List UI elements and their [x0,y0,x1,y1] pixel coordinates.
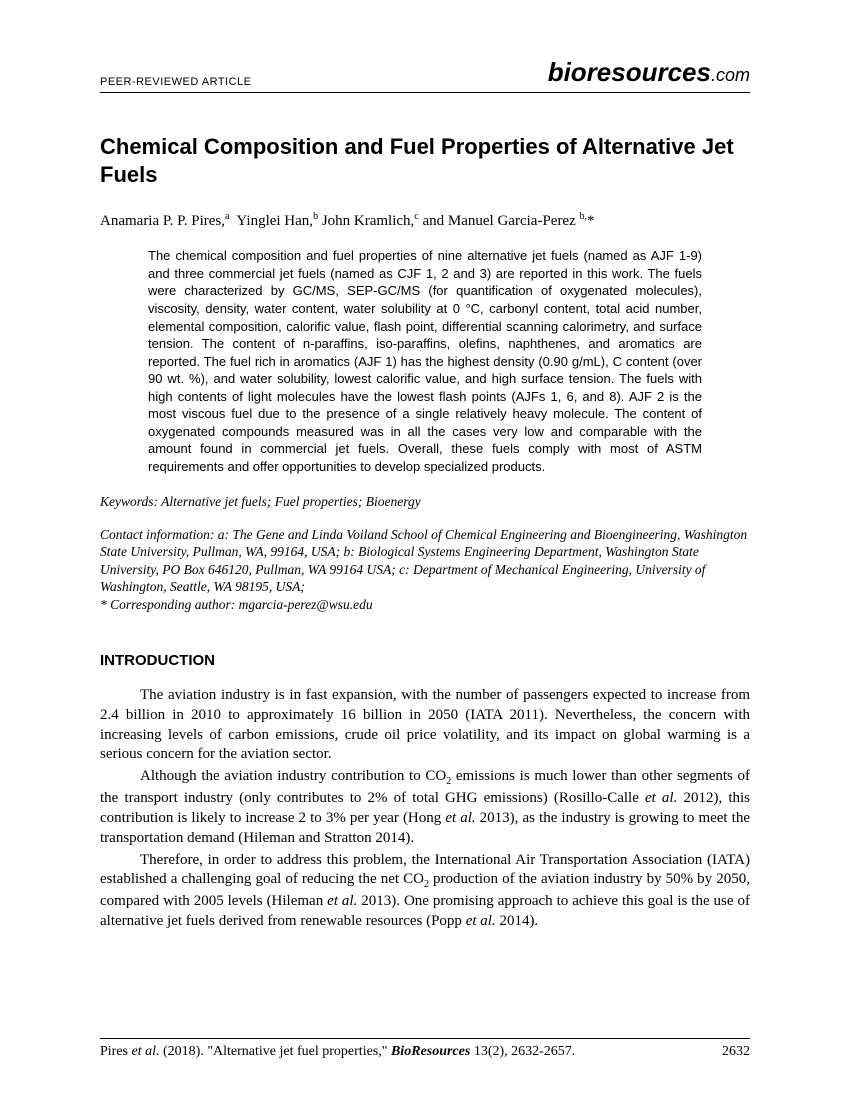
article-title: Chemical Composition and Fuel Properties… [100,133,750,188]
page-number: 2632 [722,1043,750,1062]
author-list: Anamaria P. P. Pires,a Yinglei Han,b Joh… [100,210,750,231]
journal-brand: bioresources.com [548,55,750,90]
paragraph-3: Therefore, in order to address this prob… [100,851,750,932]
contact-label: Contact information: [100,527,214,542]
paragraph-2: Although the aviation industry contribut… [100,767,750,848]
keywords-label: Keywords: [100,494,158,509]
keywords-text: Alternative jet fuels; Fuel properties; … [161,494,421,509]
section-heading: INTRODUCTION [100,651,750,671]
keywords: Keywords: Alternative jet fuels; Fuel pr… [100,493,750,511]
header-bar: PEER-REVIEWED ARTICLE bioresources.com [100,55,750,93]
abstract: The chemical composition and fuel proper… [148,247,702,475]
contact-info: Contact information: a: The Gene and Lin… [100,526,750,614]
body-text: The aviation industry is in fast expansi… [100,686,750,932]
article-type-label: PEER-REVIEWED ARTICLE [100,75,252,90]
paragraph-1: The aviation industry is in fast expansi… [100,686,750,766]
brand-name: bioresources [548,57,711,87]
corresponding-author: * Corresponding author: mgarcia-perez@ws… [100,597,373,612]
footer-citation: Pires et al. (2018). "Alternative jet fu… [100,1043,575,1062]
page-footer: Pires et al. (2018). "Alternative jet fu… [100,1038,750,1062]
brand-domain: .com [711,65,750,85]
